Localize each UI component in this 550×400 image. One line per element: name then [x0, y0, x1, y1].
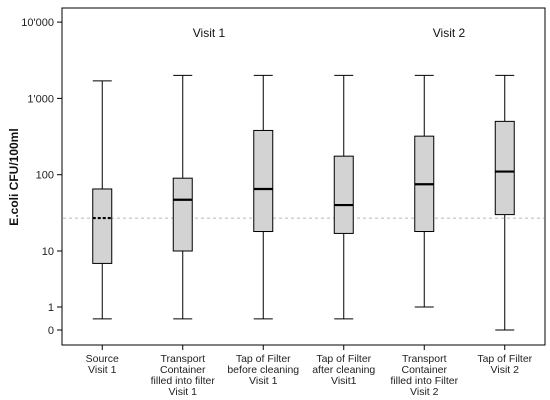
iqr-box	[494, 120, 515, 216]
annotations: Visit 1 Visit 2	[193, 26, 466, 40]
iqr-box	[333, 155, 354, 234]
annotation-1: Visit 2	[433, 26, 466, 40]
box-1	[172, 74, 193, 320]
y-tick-label-4: 1	[48, 302, 54, 314]
box-3	[333, 74, 354, 320]
x-category-label-5: Tap of Filter Visit 2	[477, 353, 532, 376]
x-category-label-0: Source Visit 1	[86, 353, 119, 376]
x-category-label-4: Transport Container filled into Filter Visi…	[390, 353, 458, 398]
iqr-box	[253, 129, 274, 233]
boxes-group	[92, 74, 515, 331]
y-tick-label-3: 10	[42, 246, 54, 258]
y-tick-label-5: 0	[48, 325, 54, 337]
x-axis-labels: Source Visit 1 Transport Container filled in…	[86, 345, 533, 398]
y-tick-label-2: 100	[36, 170, 54, 182]
iqr-box	[172, 177, 193, 252]
x-category-label-2: Tap of Filter before cleaning Visit 1	[227, 353, 299, 387]
box-4	[414, 74, 435, 308]
y-tick-label-0: 10'000	[21, 17, 54, 29]
box-2	[253, 74, 274, 320]
box-5	[494, 74, 515, 331]
plot-area	[61, 7, 546, 346]
y-tick-label-1: 1'000	[27, 93, 54, 105]
annotation-0: Visit 1	[193, 26, 226, 40]
y-axis-title: E.coli CFU/100ml	[7, 128, 21, 225]
x-category-label-1: Transport Container filled into filter Visi…	[151, 353, 216, 398]
box-0	[92, 80, 113, 320]
x-category-label-3: Tap of Filter after cleaning Visit1	[312, 353, 375, 387]
iqr-box	[92, 188, 113, 264]
